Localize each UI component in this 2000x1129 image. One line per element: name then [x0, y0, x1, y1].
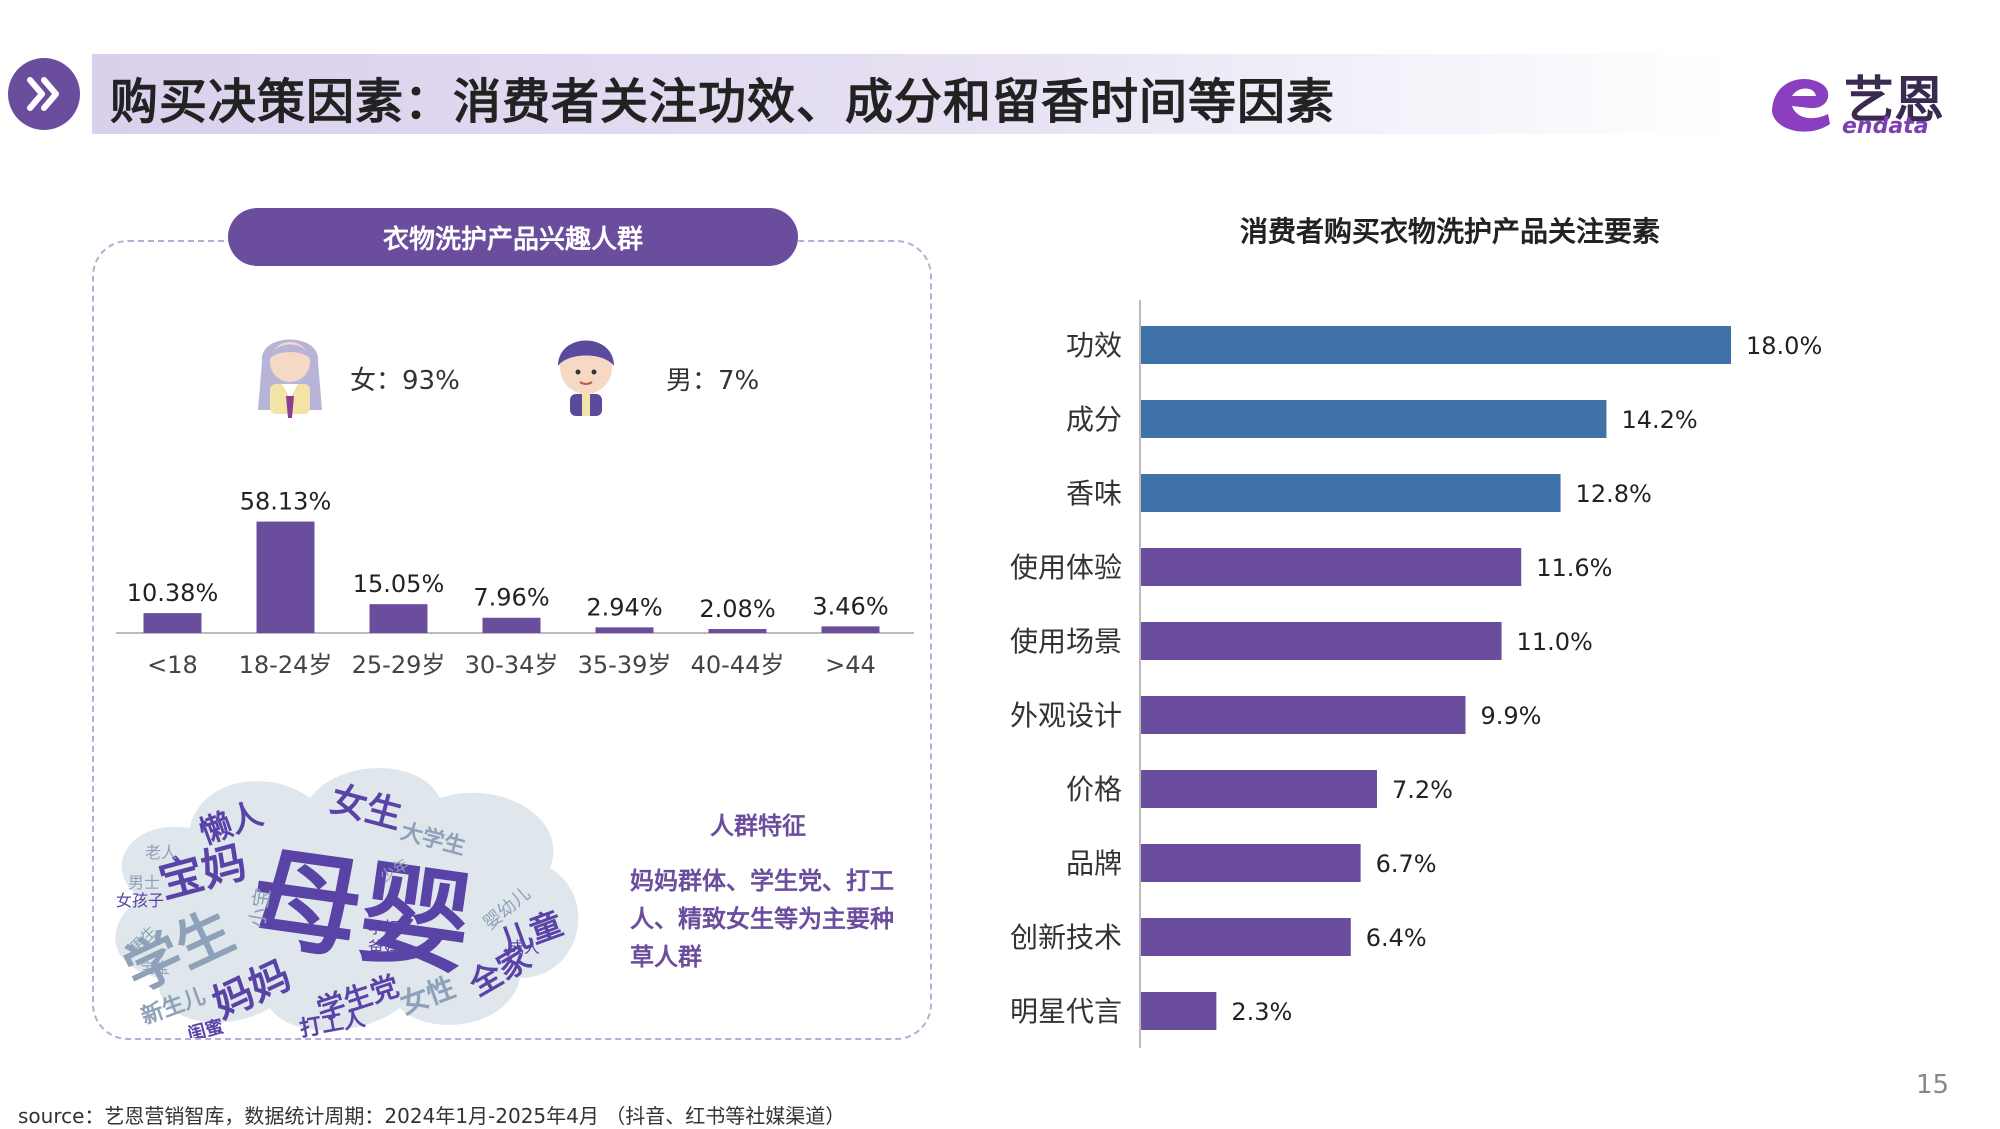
factor-bar: [1141, 918, 1351, 956]
age-category-label: 40-44岁: [691, 651, 785, 679]
cloud-word: 爸妈: [368, 938, 400, 957]
right-chart-title: 消费者购买衣物洗护产品关注要素: [1239, 215, 1660, 248]
age-value-label: 15.05%: [353, 570, 445, 598]
cloud-shape: [115, 768, 579, 1031]
word-cloud: 母婴 学生 宝妈 女生 懒人 妈妈 学生党 女性 全家 儿童 新生儿 打工人 闺…: [115, 768, 579, 1038]
factor-bar: [1141, 400, 1607, 438]
factor-category-label: 使用场景: [1010, 625, 1122, 658]
feature-title: 人群特征: [710, 812, 806, 840]
panel-title-pill: 衣物洗护产品兴趣人群: [228, 208, 798, 266]
page-title: 购买决策因素：消费者关注功效、成分和留香时间等因素: [110, 74, 1336, 130]
factor-category-label: 功效: [1066, 329, 1122, 362]
factor-bar-chart: 功效 18.0% 成分 14.2% 香味 12.8% 使用体验 11.6% 使用场景 11.0% 外…: [1010, 300, 1822, 1048]
factor-value-label: 11.6%: [1536, 554, 1612, 582]
factor-value-label: 6.4%: [1366, 924, 1427, 952]
cloud-word-main: 母婴: [243, 833, 479, 990]
factor-value-label: 18.0%: [1746, 332, 1822, 360]
age-category-label: >44: [825, 651, 876, 679]
factor-category-label: 明星代言: [1010, 995, 1122, 1028]
age-bar: [256, 521, 315, 633]
age-value-label: 58.13%: [240, 488, 332, 516]
title-bar: [92, 54, 1732, 134]
factor-bar: [1141, 770, 1377, 808]
age-category-label: 18-24岁: [239, 651, 333, 679]
factor-bar: [1141, 548, 1522, 586]
factor-bar: [1141, 992, 1217, 1030]
cloud-word: 成人: [508, 938, 540, 957]
factor-category-label: 创新技术: [1010, 921, 1122, 954]
cloud-word: 宝宝: [140, 959, 170, 977]
factor-category-label: 使用体验: [1010, 551, 1122, 584]
source-note: source：艺恩营销智库，数据统计周期：2024年1月-2025年4月 （抖音…: [18, 1104, 846, 1128]
factor-bar: [1141, 696, 1466, 734]
factor-bar: [1141, 844, 1361, 882]
factor-value-label: 7.2%: [1392, 776, 1453, 804]
factor-value-label: 9.9%: [1481, 702, 1542, 730]
factor-bar: [1141, 622, 1502, 660]
factor-category-label: 香味: [1066, 477, 1122, 510]
male-share: 男：7%: [666, 366, 760, 396]
factor-bar: [1141, 474, 1561, 512]
logo-text-en: endata: [1842, 114, 1929, 139]
age-value-label: 3.46%: [812, 592, 888, 620]
age-value-label: 2.94%: [586, 593, 662, 621]
age-bar: [595, 627, 654, 633]
age-category-label: <18: [147, 651, 198, 679]
factor-value-label: 11.0%: [1517, 628, 1593, 656]
age-bar: [482, 617, 541, 633]
factor-value-label: 12.8%: [1576, 480, 1652, 508]
factor-value-label: 14.2%: [1621, 406, 1697, 434]
male-avatar-icon: [548, 326, 624, 422]
logo-text-cn: 艺恩: [1844, 71, 1944, 129]
double-chevron-right-icon: [8, 58, 80, 130]
age-bar: [369, 604, 428, 633]
age-bar-chart: 10.38% <18 58.13% 18-24岁 15.05% 25-29岁 7.96% 30…: [116, 488, 914, 679]
factor-value-label: 2.3%: [1231, 998, 1292, 1026]
age-bar: [708, 629, 767, 633]
age-value-label: 10.38%: [127, 579, 219, 607]
age-category-label: 30-34岁: [465, 651, 559, 679]
cloud-word: 孕妇: [368, 918, 400, 937]
age-bar: [821, 626, 880, 633]
female-avatar-icon: [252, 322, 328, 426]
female-share: 女：93%: [350, 366, 460, 396]
cloud-word: 男士: [128, 873, 160, 892]
factor-category-label: 外观设计: [1010, 699, 1122, 732]
age-value-label: 2.08%: [699, 595, 775, 623]
factor-category-label: 成分: [1066, 403, 1122, 436]
age-value-label: 7.96%: [473, 584, 549, 612]
page-number: 15: [1916, 1070, 1950, 1100]
factor-value-label: 6.7%: [1376, 850, 1437, 878]
factor-category-label: 价格: [1066, 773, 1122, 806]
feature-text: 妈妈群体、学生党、打工人、精致女生等为主要种草人群: [630, 867, 894, 971]
cloud-word: 老人: [145, 843, 177, 862]
age-bar: [143, 613, 202, 633]
cloud-word: 女孩子: [116, 891, 164, 910]
factor-category-label: 品牌: [1066, 847, 1122, 880]
age-category-label: 25-29岁: [352, 651, 446, 679]
age-category-label: 35-39岁: [578, 651, 672, 679]
endata-logo-icon: [1762, 62, 1962, 142]
factor-bar: [1141, 326, 1731, 364]
